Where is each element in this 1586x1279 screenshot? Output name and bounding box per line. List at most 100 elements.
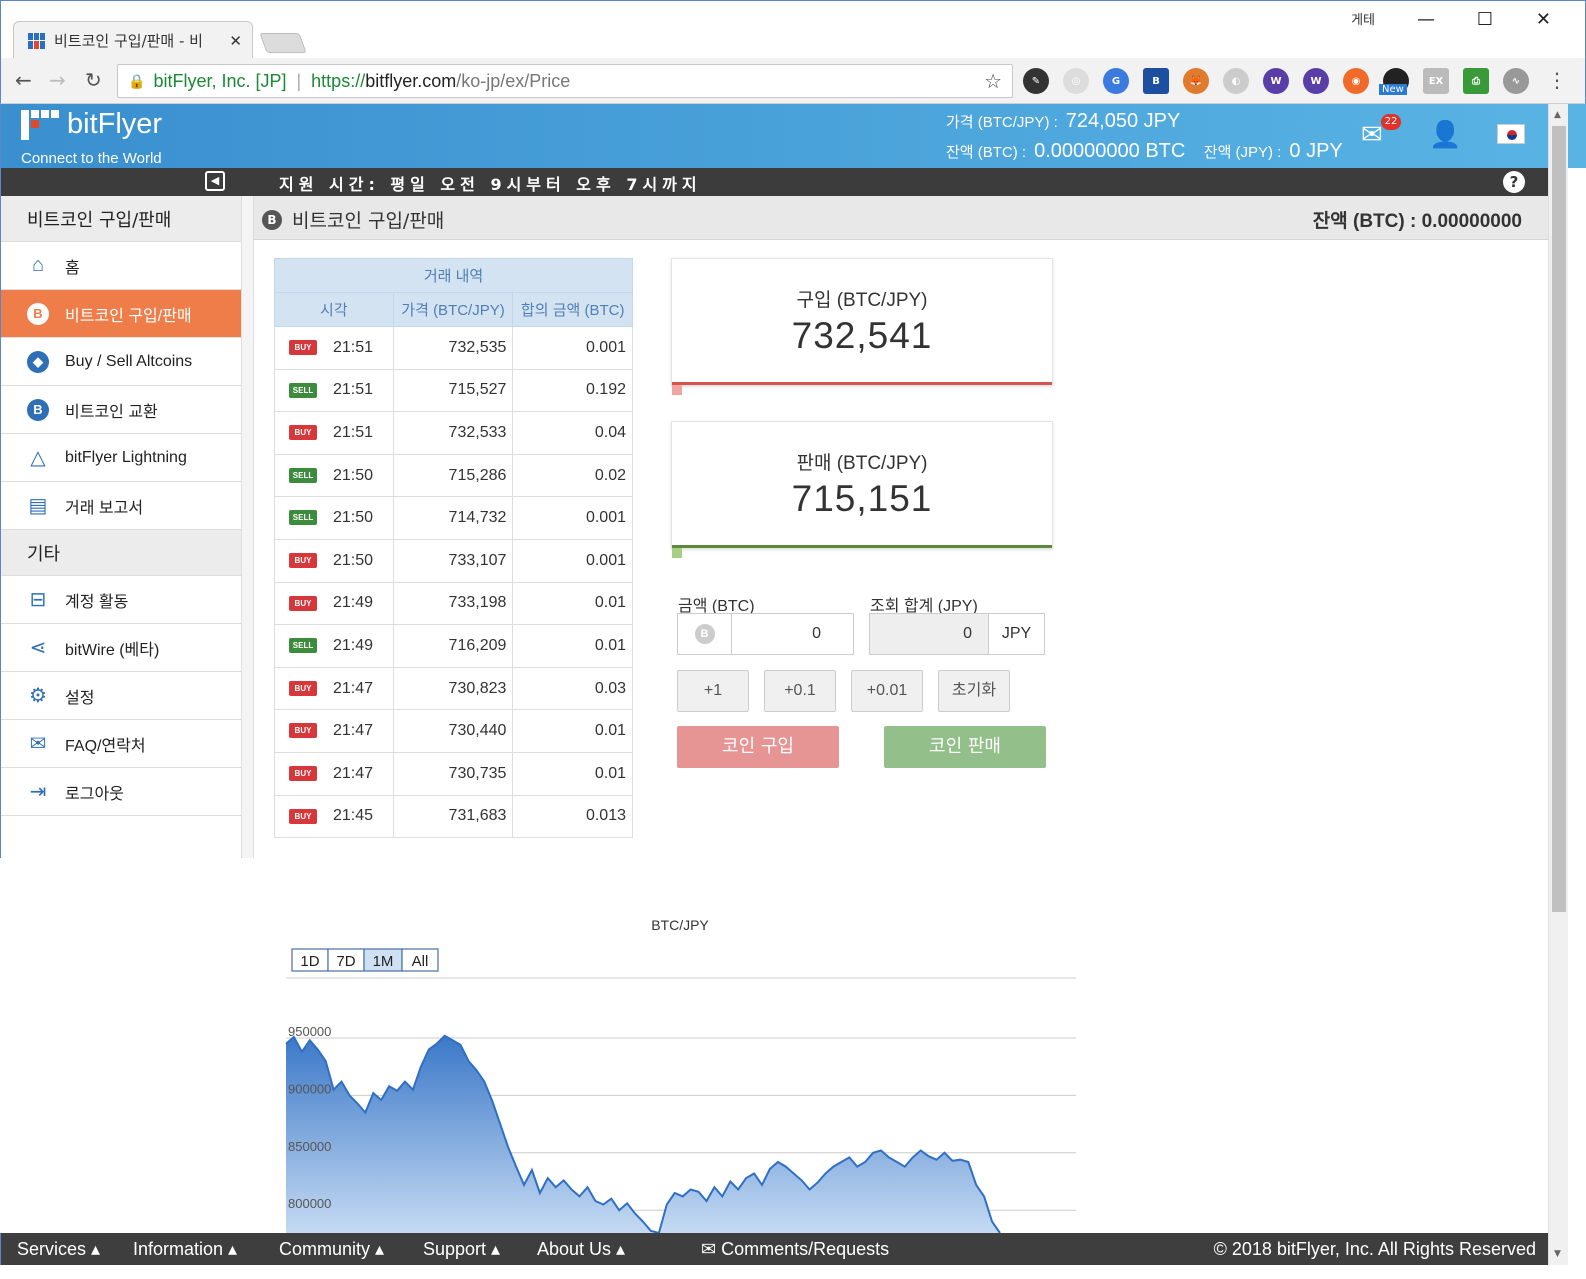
- sidebar-item-home[interactable]: ⌂ 홈: [1, 242, 241, 290]
- trade-time: BUY 21:47: [274, 709, 394, 753]
- trade-time: SELL 21:51: [274, 368, 394, 413]
- add-0-01-button[interactable]: +0.01: [851, 670, 923, 712]
- reset-button[interactable]: 초기화: [938, 670, 1010, 712]
- bitcoin-exchange-icon: B: [27, 398, 49, 421]
- browser-menu-icon[interactable]: ⋮: [1547, 68, 1567, 92]
- window-user-name[interactable]: 게테: [1351, 13, 1375, 28]
- browser-tab-active[interactable]: 비트코인 구입/판매 - 비 ✕: [13, 21, 253, 59]
- extension-icon-6[interactable]: ◐: [1223, 68, 1249, 94]
- reload-icon[interactable]: ↻: [85, 68, 102, 92]
- col-amount: 합의 금액 (BTC): [512, 292, 633, 327]
- extension-icon-11[interactable]: EX: [1423, 68, 1449, 94]
- price-line: [285, 1034, 1001, 1233]
- window-close-icon[interactable]: ✕: [1535, 9, 1551, 30]
- amount-input[interactable]: 0: [812, 625, 821, 642]
- logo-text[interactable]: bitFlyer: [67, 108, 163, 140]
- print-extension-icon[interactable]: ⎙: [1463, 68, 1489, 94]
- trade-time: BUY 21:47: [274, 666, 394, 711]
- sidebar-item-lightning[interactable]: △ bitFlyer Lightning: [1, 434, 241, 482]
- sell-price-label: 판매 (BTC/JPY): [796, 453, 928, 474]
- range-label[interactable]: 1D: [300, 953, 319, 970]
- sell-price-value: 715,151: [791, 478, 933, 519]
- bittrex-extension-icon[interactable]: B: [1143, 68, 1169, 94]
- extension-icon-9[interactable]: ◉: [1343, 68, 1369, 94]
- report-icon: ▤: [28, 495, 48, 517]
- footer-community-link[interactable]: Community ▴: [279, 1239, 385, 1259]
- logout-icon: ⇥: [29, 781, 47, 803]
- content-btc-balance: 잔액 (BTC) : 0.00000000: [1312, 211, 1522, 232]
- forward-arrow-icon[interactable]: →: [49, 68, 66, 92]
- minimize-icon[interactable]: —: [1417, 9, 1435, 30]
- trade-price: 732,533: [392, 411, 514, 455]
- footer-information-link[interactable]: Information ▴: [133, 1239, 238, 1259]
- sidebar-item-account-activity[interactable]: ⊟ 계정 활동: [1, 576, 241, 624]
- extension-icon-2[interactable]: ◎: [1063, 68, 1089, 94]
- gauge-extension-icon[interactable]: New: [1379, 68, 1409, 95]
- amount-label: 금액 (BTC): [678, 598, 755, 615]
- y-tick-label: 900000: [288, 1081, 331, 1096]
- col-price: 가격 (BTC/JPY): [392, 292, 514, 327]
- collapse-sidebar-icon[interactable]: ◀: [205, 171, 225, 191]
- metamask-extension-icon[interactable]: 🦊: [1183, 68, 1209, 94]
- range-label[interactable]: 1M: [373, 953, 394, 970]
- scroll-up-icon[interactable]: ▲: [1554, 110, 1561, 120]
- url-domain: bitflyer.com: [365, 70, 457, 91]
- footer-support-link[interactable]: Support ▴: [423, 1239, 501, 1259]
- range-button-all[interactable]: [401, 948, 439, 972]
- sidebar-item-altcoins[interactable]: ◆ Buy / Sell Altcoins: [1, 338, 241, 386]
- maximize-icon[interactable]: ☐: [1476, 9, 1493, 30]
- trade-amount: 0.04: [512, 411, 633, 455]
- sidebar-item-trade-report[interactable]: ▤ 거래 보고서: [1, 482, 241, 530]
- extension-icon-1[interactable]: ✎: [1023, 68, 1049, 94]
- trade-time: BUY 21:51: [274, 411, 394, 455]
- sidebar-item-faq[interactable]: ✉ FAQ/연락처: [1, 720, 241, 768]
- amount-field[interactable]: B 0: [677, 613, 854, 655]
- trade-amount: 0.01: [512, 624, 633, 668]
- bookmark-star-icon[interactable]: ☆: [984, 70, 1002, 93]
- trade-price: 714,732: [392, 496, 514, 540]
- buy-coin-button[interactable]: 코인 구입: [677, 726, 839, 768]
- bitflyer-favicon-icon: [28, 32, 45, 49]
- footer-comments-link[interactable]: ✉ Comments/Requests: [701, 1239, 890, 1259]
- sidebar-item-logout[interactable]: ⇥ 로그아웃: [1, 768, 241, 816]
- footer-about-link[interactable]: About Us ▴: [537, 1239, 626, 1259]
- sell-coin-button[interactable]: 코인 판매: [884, 726, 1046, 768]
- sidebar-item-settings[interactable]: ⚙ 설정: [1, 672, 241, 720]
- total-unit: JPY: [988, 614, 1044, 654]
- new-tab-button[interactable]: [259, 33, 307, 53]
- extension-icon-13[interactable]: ∿: [1503, 68, 1529, 94]
- sidebar-item-bitwire[interactable]: ⋖ bitWire (베타): [1, 624, 241, 672]
- footer-services-link[interactable]: Services ▴: [17, 1239, 101, 1259]
- page-scrollbar[interactable]: ▲ ▼: [1548, 104, 1568, 1265]
- url-path: /ko-jp/ex/Price: [456, 70, 571, 91]
- sidebar-scrollbar[interactable]: [242, 196, 254, 858]
- sidebar-item-exchange[interactable]: B 비트코인 교환: [1, 386, 241, 434]
- korea-flag-icon[interactable]: [1497, 124, 1525, 144]
- trade-amount: 0.001: [512, 496, 633, 540]
- mail-icon[interactable]: ✉: [1361, 120, 1383, 150]
- buy-price-bar: [672, 382, 1052, 385]
- extension-icon-7[interactable]: W: [1263, 68, 1289, 94]
- add-0-1-button[interactable]: +0.1: [764, 670, 836, 712]
- bitflyer-logo-icon[interactable]: [21, 110, 59, 140]
- extension-icon-8[interactable]: W: [1303, 68, 1329, 94]
- footer-copyright: © 2018 bitFlyer, Inc. All Rights Reserve…: [1213, 1239, 1536, 1259]
- trade-price: 730,440: [392, 709, 514, 753]
- trade-side-badge: BUY: [289, 808, 317, 824]
- sidebar-item-buy-sell-bitcoin[interactable]: B 비트코인 구입/판매: [1, 290, 241, 338]
- tab-close-icon[interactable]: ✕: [229, 31, 242, 50]
- add-1-button[interactable]: +1: [677, 670, 749, 712]
- back-arrow-icon[interactable]: ←: [15, 68, 32, 92]
- trade-amount: 0.013: [512, 794, 633, 839]
- help-icon[interactable]: ?: [1503, 171, 1525, 193]
- range-label[interactable]: All: [412, 953, 429, 970]
- jpy-balance-value: 0 JPY: [1289, 140, 1343, 162]
- scrollbar-thumb[interactable]: [1552, 126, 1566, 912]
- translate-extension-icon[interactable]: G: [1103, 68, 1129, 94]
- scroll-down-icon[interactable]: ▼: [1554, 1249, 1561, 1259]
- trade-price: 732,535: [392, 326, 514, 370]
- address-bar[interactable]: 🔒 bitFlyer, Inc. [JP] | https://bitflyer…: [117, 64, 1013, 98]
- range-label[interactable]: 7D: [336, 953, 355, 970]
- envelope-icon: ✉: [29, 733, 47, 755]
- user-icon[interactable]: 👤: [1429, 120, 1462, 150]
